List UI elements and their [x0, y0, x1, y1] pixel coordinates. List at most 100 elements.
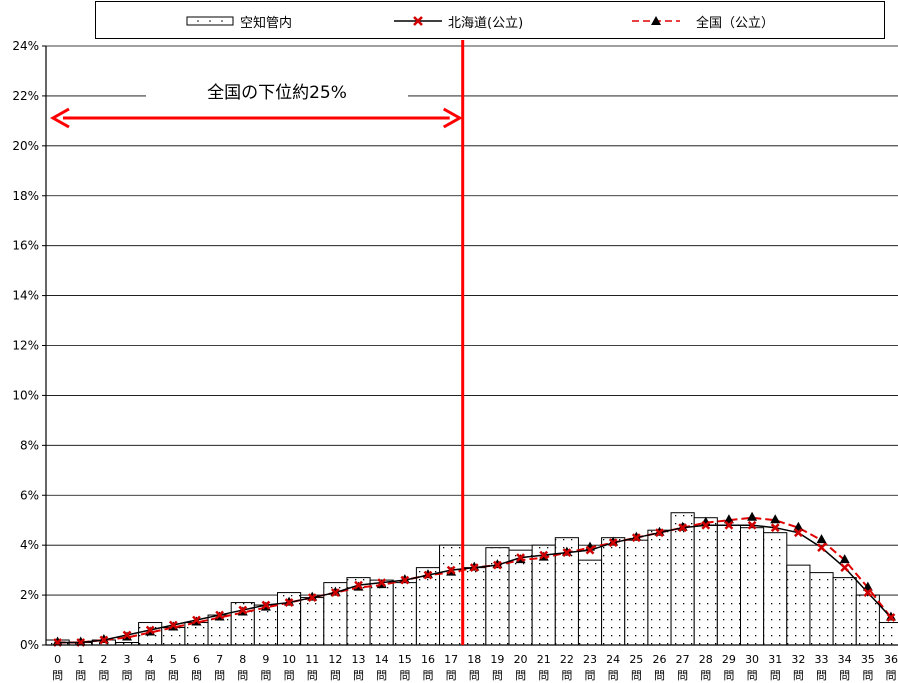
y-tick-label: 6% [20, 488, 39, 502]
bar-sorachi [693, 517, 718, 646]
x-tick-label-unit: 問 [469, 669, 480, 682]
marker-hokkaido [400, 575, 410, 585]
marker-hokkaido [145, 625, 155, 635]
x-tick-label-unit: 問 [376, 669, 387, 682]
x-tick-label-unit: 問 [747, 669, 758, 682]
x-tick-label-unit: 問 [654, 669, 665, 682]
x-tick-label-unit: 問 [330, 669, 341, 682]
marker-hokkaido [608, 538, 618, 548]
x-tick-label-number: 12 [328, 653, 342, 666]
x-tick-label-number: 10 [282, 653, 296, 666]
bar-sorachi [439, 544, 464, 646]
x-tick-label-number: 16 [421, 653, 435, 666]
marker-hokkaido [562, 548, 572, 558]
y-tick-label: 12% [12, 339, 39, 353]
annotation-label-bg [146, 76, 408, 106]
x-tick-label-number: 6 [193, 653, 200, 666]
bar-sorachi [832, 577, 857, 646]
arrow-left-icon [49, 107, 70, 129]
x-tick-label-unit: 問 [122, 669, 133, 682]
bar-sorachi [763, 532, 788, 646]
x-tick-label-number: 28 [699, 653, 713, 666]
x-tick-label-unit: 問 [816, 669, 827, 682]
y-tick-label: 14% [12, 289, 39, 303]
marker-hokkaido [493, 560, 502, 570]
marker-hokkaido [585, 545, 595, 555]
x-tick-label-number: 23 [583, 653, 597, 666]
marker-hokkaido [377, 578, 387, 587]
legend-label-hokkaido: 北海道(公立) [448, 15, 524, 31]
marker-hokkaido [747, 520, 757, 530]
x-tick-label-number: 17 [444, 653, 458, 666]
x-tick-label-unit: 問 [214, 669, 225, 682]
x-tick-label-unit: 問 [770, 669, 781, 682]
bar-sorachi [855, 594, 880, 646]
x-tick-label-number: 20 [514, 653, 528, 666]
legend-line-zenkoku-icon [632, 16, 680, 25]
x-tick-label-number: 25 [629, 653, 643, 666]
x-tick-label-number: 36 [884, 653, 898, 666]
marker-hokkaido [168, 620, 178, 630]
x-tick-label-unit: 問 [723, 669, 734, 682]
x-tick-label-unit: 問 [260, 669, 271, 682]
x-tick-label-unit: 問 [168, 669, 179, 682]
x-tick-label-unit: 問 [307, 669, 318, 682]
x-tick-label-number: 34 [838, 653, 852, 666]
marker-hokkaido [307, 593, 317, 602]
y-tick-label: 24% [12, 39, 39, 53]
x-tick-label-unit: 問 [284, 669, 295, 682]
x-tick-label-number: 13 [352, 653, 366, 666]
x-tick-label-number: 33 [815, 653, 829, 666]
marker-hokkaido [840, 563, 850, 573]
marker-hokkaido [770, 523, 780, 533]
x-tick-label-unit: 問 [98, 669, 109, 682]
marker-hokkaido [215, 610, 225, 620]
marker-hokkaido [539, 550, 549, 560]
y-tick-label: 4% [20, 538, 39, 552]
bar-sorachi [647, 529, 672, 646]
bar-sorachi [670, 512, 695, 646]
bar-sorachi [601, 537, 626, 646]
bar-sorachi [392, 582, 417, 646]
y-tick-label: 20% [12, 139, 39, 153]
legend-line-hokkaido-icon [394, 16, 442, 26]
marker-hokkaido [99, 635, 109, 645]
bar-sorachi [740, 527, 765, 646]
bar-sorachi [624, 539, 649, 646]
bar-sorachi [300, 597, 325, 646]
marker-zenkoku [839, 554, 850, 564]
x-tick-label-unit: 問 [52, 669, 63, 682]
x-tick-label-unit: 問 [353, 669, 364, 682]
marker-hokkaido [516, 553, 525, 563]
x-tick-label-number: 14 [375, 653, 389, 666]
bar-sorachi [786, 564, 811, 646]
x-tick-label-number: 32 [791, 653, 805, 666]
x-tick-label-number: 22 [560, 653, 574, 666]
marker-hokkaido [631, 533, 641, 543]
marker-hokkaido [261, 600, 271, 610]
legend: 空知管内 北海道(公立) 全国（公立） [95, 1, 885, 39]
x-tick-label-unit: 問 [608, 669, 619, 682]
x-tick-label-unit: 問 [561, 669, 572, 682]
x-tick-label-number: 9 [262, 653, 269, 666]
x-tick-label-unit: 問 [839, 669, 850, 682]
marker-hokkaido [701, 520, 711, 530]
x-tick-label-unit: 問 [862, 669, 873, 682]
y-tick-label: 2% [20, 588, 39, 602]
x-tick-label-number: 21 [537, 653, 551, 666]
legend-bar-swatch-icon [186, 16, 234, 26]
x-tick-label-number: 30 [745, 653, 759, 666]
x-tick-label-number: 29 [722, 653, 736, 666]
bar-sorachi [577, 559, 603, 646]
marker-hokkaido [793, 528, 803, 538]
x-tick-label-unit: 問 [631, 669, 642, 682]
x-tick-label-number: 11 [305, 653, 319, 666]
bar-sorachi [184, 622, 209, 646]
x-tick-label-unit: 問 [492, 669, 503, 682]
x-tick-label-number: 0 [54, 653, 61, 666]
bar-sorachi [253, 604, 279, 646]
marker-zenkoku [747, 511, 758, 521]
x-tick-label-unit: 問 [885, 669, 896, 682]
marker-hokkaido [330, 588, 340, 597]
x-tick-label-unit: 問 [446, 669, 457, 682]
